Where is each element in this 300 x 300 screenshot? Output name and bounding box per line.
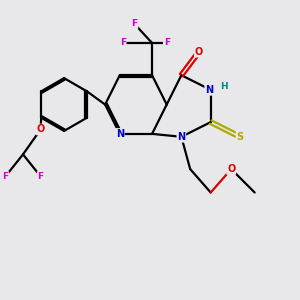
Text: F: F	[131, 20, 137, 28]
Text: N: N	[205, 85, 213, 95]
Text: N: N	[177, 132, 185, 142]
Text: F: F	[120, 38, 126, 47]
Text: F: F	[38, 172, 44, 181]
Text: S: S	[236, 132, 244, 142]
Text: N: N	[116, 129, 124, 139]
Text: O: O	[227, 164, 236, 174]
Text: H: H	[220, 82, 228, 91]
Text: F: F	[164, 38, 170, 47]
Text: O: O	[195, 47, 203, 57]
Text: F: F	[2, 172, 8, 181]
Text: O: O	[37, 124, 45, 134]
